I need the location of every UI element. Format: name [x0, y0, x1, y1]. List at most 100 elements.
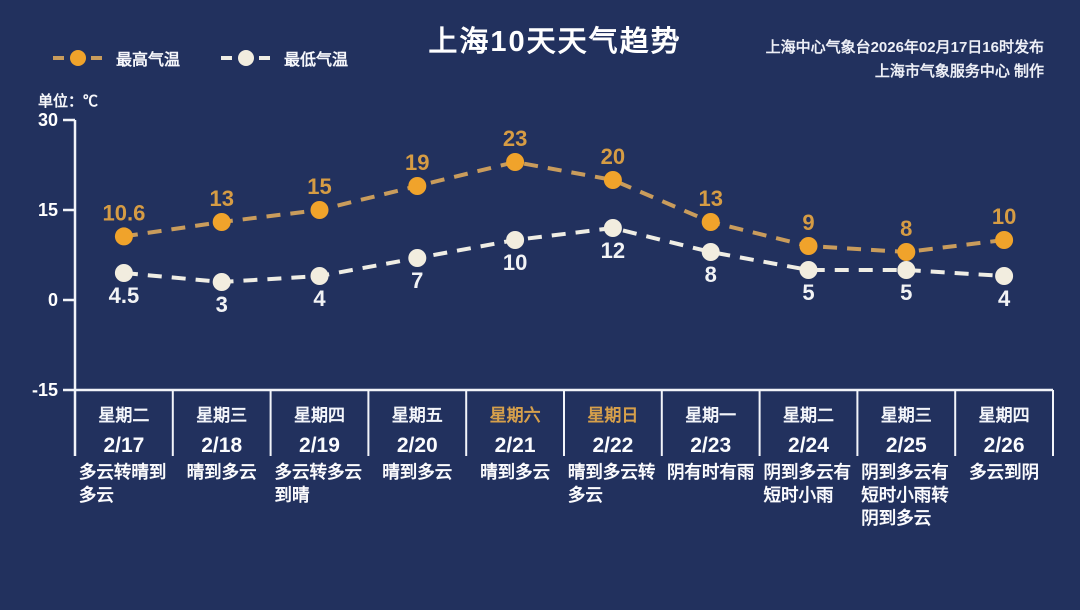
low-temp-series: 4.5 3 4 7 10 12 8 5 5 4: [109, 219, 1014, 317]
low-temp-value-label: 8: [705, 262, 717, 287]
weather-text: 多云转晴到多云: [78, 462, 167, 505]
day-cell: 星期三 2/25: [857, 392, 955, 458]
weather-text: 阴有时有雨: [666, 462, 755, 482]
weekday-label: 星期四: [978, 406, 1030, 425]
low-temp-value-label: 12: [601, 238, 625, 263]
high-temp-value-label: 9: [802, 210, 814, 235]
high-temp-point: [701, 213, 720, 231]
day-cell: 星期六 2/21: [466, 392, 564, 458]
day-cell: 星期四 2/26: [955, 392, 1053, 458]
weather-cell: 多云转晴到多云: [75, 461, 173, 530]
weekday-label: 星期三: [880, 406, 932, 425]
low-temp-point: [897, 261, 916, 279]
legend-label-low-temp: 最低气温: [284, 52, 349, 69]
y-axis: 30 15 0 -15: [32, 110, 77, 456]
low-temp-point: [701, 243, 720, 261]
high-temp-point: [603, 171, 622, 189]
low-temp-point: [408, 249, 427, 267]
day-cell: 星期日 2/22: [564, 392, 662, 458]
date-label: 2/23: [690, 434, 732, 457]
low-temp-value-label: 3: [216, 292, 228, 317]
weather-cell: 晴到多云: [173, 461, 271, 530]
weather-text: 晴到多云: [186, 462, 257, 482]
weather-cell: 晴到多云: [368, 461, 466, 530]
low-temp-point: [995, 267, 1014, 285]
low-temp-value-label: 5: [802, 280, 814, 305]
issued-by-line: 上海中心气象台2026年02月17日16时发布: [765, 39, 1044, 56]
day-cell: 星期四 2/19: [271, 392, 369, 458]
high-temp-point: [897, 243, 916, 261]
weather-cell: 晴到多云: [466, 461, 564, 530]
low-temp-value-label: 4.5: [109, 283, 140, 308]
low-temp-point: [114, 264, 133, 282]
weather-cell: 阴到多云有短时小雨: [760, 461, 858, 530]
low-temp-value-label: 5: [900, 280, 912, 305]
high-temp-point: [114, 227, 133, 246]
weather-cell: 多云到阴: [955, 461, 1053, 530]
high-temp-point: [995, 231, 1014, 249]
day-cell: 星期三 2/18: [173, 392, 271, 458]
weather-text: 阴到多云有短时小雨转阴到多云: [861, 462, 949, 528]
date-label: 2/20: [396, 434, 438, 457]
page-title: 上海10天天气趋势: [428, 26, 682, 58]
legend-item-high-temp: 最高气温: [52, 46, 180, 70]
high-temp-value-label: 15: [307, 174, 331, 199]
low-temp-point: [310, 267, 329, 285]
low-temp-value-label: 10: [503, 250, 527, 275]
weather-description-row: 多云转晴到多云 晴到多云 多云转多云到晴 晴到多云 晴到多云 晴到多云转多云 阴有时有雨 阴到…: [75, 461, 1053, 530]
date-label: 2/24: [788, 434, 829, 457]
high-temp-value-label: 20: [601, 144, 625, 169]
weekday-label: 星期日: [587, 406, 639, 425]
y-tick-label: 15: [38, 200, 58, 220]
day-cell: 星期五 2/20: [368, 392, 466, 458]
high-temp-value-label: 10: [992, 204, 1016, 229]
date-label: 2/17: [103, 434, 145, 457]
high-temp-point: [506, 153, 525, 171]
weather-text: 晴到多云转多云: [567, 462, 656, 505]
high-temp-value-label: 13: [698, 186, 722, 211]
weekday-label: 星期二: [782, 406, 834, 425]
day-label-row: 星期二 2/17 星期三 2/18 星期四 2/19 星期五 2/20 星期六 2/21 星期日 2/…: [75, 392, 1053, 458]
weekday-label: 星期四: [293, 406, 345, 425]
day-cell: 星期一 2/23: [662, 392, 760, 458]
high-temp-value-label: 19: [405, 150, 429, 175]
weather-cell: 多云转多云到晴: [271, 461, 369, 530]
high-temp-line-marker-icon: [53, 50, 103, 66]
weather-text: 阴到多云有短时小雨: [763, 462, 851, 505]
weekday-label: 星期五: [391, 406, 443, 425]
date-label: 2/22: [592, 434, 634, 457]
unit-label: 单位：℃: [38, 93, 99, 110]
weather-cell: 阴有时有雨: [662, 461, 760, 530]
high-temp-line: [123, 159, 1005, 255]
high-temp-value-label: 10.6: [102, 200, 145, 225]
high-temp-point: [799, 237, 818, 255]
high-temp-point: [310, 201, 329, 219]
weekday-label: 星期二: [98, 406, 150, 425]
weather-cell: 晴到多云转多云: [564, 461, 662, 530]
date-label: 2/26: [983, 434, 1025, 457]
weather-text: 多云转多云到晴: [274, 462, 362, 505]
date-label: 2/25: [885, 434, 927, 457]
y-tick-label: 0: [48, 290, 58, 310]
low-temp-point: [212, 273, 231, 291]
y-tick-label: -15: [32, 380, 58, 400]
high-temp-point: [212, 213, 231, 231]
high-temp-value-label: 23: [503, 126, 527, 151]
weather-text: 晴到多云: [382, 462, 453, 482]
produced-by-line: 上海市气象服务中心 制作: [874, 63, 1044, 80]
low-temp-value-label: 4: [998, 286, 1011, 311]
day-cell: 星期二 2/24: [760, 392, 858, 458]
weather-text: 多云到阴: [969, 462, 1040, 482]
low-temp-point: [799, 261, 818, 279]
publisher-info: 上海中心气象台2026年02月17日16时发布 上海市气象服务中心 制作: [766, 36, 1044, 84]
high-temp-series: 10.6 13 15 19 23 20 13 9 8 10: [102, 126, 1016, 261]
weekday-label: 星期一: [685, 406, 737, 425]
date-label: 2/18: [201, 434, 243, 457]
high-temp-point: [408, 177, 427, 195]
y-tick-label: 30: [38, 110, 58, 130]
day-cell: 星期二 2/17: [75, 392, 173, 458]
low-temp-line-marker-icon: [221, 50, 272, 66]
x-axis: [75, 388, 1054, 456]
